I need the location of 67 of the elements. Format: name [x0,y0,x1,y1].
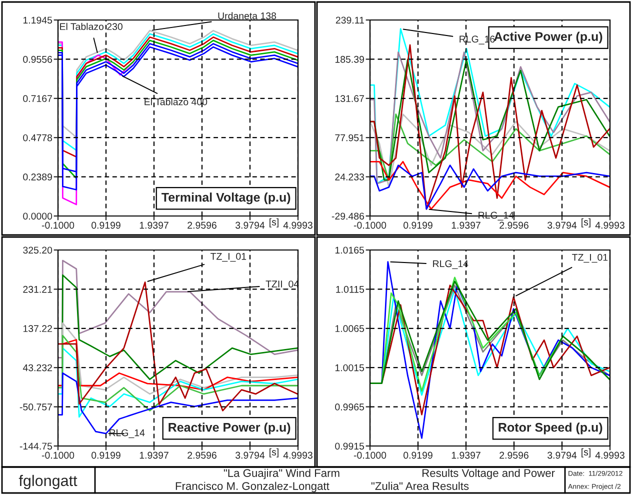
y-tick-label: 43.232 [22,364,52,372]
x-tick-label: 3.9794 [236,222,265,229]
y-tick-label: -50.757 [20,404,52,410]
annotation: RLG_14 [110,429,145,438]
x-tick-label: 0.9199 [404,452,432,459]
text: "Zulia" Area Results [371,482,469,490]
y-tick-label: 0.9556 [23,56,52,63]
y-tick-label: 77.951 [335,134,364,142]
y-tick-label: 131.67 [335,95,364,102]
text: Results Voltage and Power [422,468,555,480]
x-tick-label: 3.9794 [548,452,577,459]
y-tick-label: 325.20 [23,246,52,254]
y-tick-label: 0.4778 [23,134,52,142]
x-axis-title: [s] [270,218,278,228]
x-axis-title: [s] [582,448,590,458]
x-tick-label: 2.9596 [500,222,528,229]
y-tick-label: 185.39 [335,56,364,63]
x-tick-label: 4.9993 [283,222,312,229]
y-tick-label: 239.11 [336,16,364,24]
y-tick-label: 0.9965 [335,404,364,410]
y-tick-label: 0.2389 [23,174,52,180]
x-tick-label: -0.1000 [42,452,74,459]
annotation: TZ_I_01 [572,254,608,263]
x-tick-label: -0.1000 [354,222,386,229]
x-tick-label: 0.9199 [404,222,432,229]
annotation: El Tablazo 230 [60,22,122,30]
y-tick-label: 1.0165 [335,246,364,254]
x-tick-label: 1.9397 [452,452,480,459]
annotation: El Tablazo 400 [144,98,208,106]
x-tick-label: 4.9993 [595,222,624,229]
x-tick-label: 1.9397 [452,222,480,229]
y-tick-label: 24.233 [335,174,364,180]
x-axis-title: [s] [270,448,278,458]
x-tick-label: 4.9993 [595,452,624,459]
y-tick-label: -144.75 [20,442,52,450]
annotation: TZ_I_01 [210,252,246,262]
text: Francisco M. Gonzalez-Longatt [176,482,330,492]
x-tick-label: 2.9596 [188,452,216,459]
x-tick-label: 1.9397 [140,452,168,459]
x-tick-label: 4.9993 [283,452,312,459]
y-tick-label: 1.0115 [336,286,364,293]
x-tick-label: 2.9596 [500,452,528,459]
text: Rotor Speed (p.u) [498,422,602,434]
y-tick-label: 0.9915 [335,442,364,450]
text: Terminal Voltage (p.u) [162,192,290,204]
x-tick-label: 0.9199 [92,222,120,229]
x-tick-label: 1.9397 [140,222,168,229]
y-tick-label: -29.486 [332,212,364,220]
x-tick-label: 2.9596 [188,222,216,229]
y-tick-label: 1.0065 [335,325,364,332]
x-tick-label: 3.9794 [548,222,577,229]
annotation: Urdaneta 138 [218,12,276,20]
text: Active Power (p.u) [494,32,602,44]
y-tick-label: 1.1945 [23,16,52,24]
x-tick-label: 0.9199 [92,452,120,459]
y-tick-label: 137.22 [23,325,52,332]
x-tick-label: -0.1000 [42,222,74,229]
text: fglongatt [18,474,78,490]
x-axis-title: [s] [582,218,590,228]
y-tick-label: 231.21 [23,286,52,293]
text: Reactive Power (p.u) [168,422,290,434]
text: "La Guajira" Wind Farm [224,468,340,480]
y-tick-label: 1.0015 [335,364,364,372]
y-tick-label: 0.7167 [23,95,52,102]
y-tick-label: 0.0000 [23,212,52,220]
x-tick-label: 3.9794 [236,452,265,459]
x-tick-label: -0.1000 [354,452,386,459]
